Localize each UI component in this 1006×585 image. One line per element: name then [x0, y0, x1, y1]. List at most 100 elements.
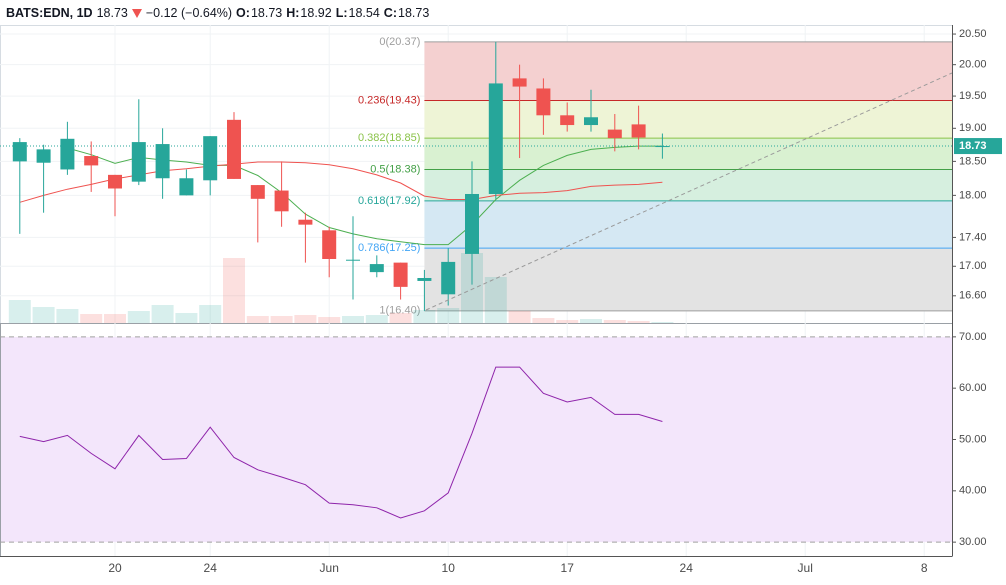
- fib-label: 0.236(19.43): [358, 94, 420, 106]
- candle-body: [12, 142, 27, 162]
- volume-bar: [127, 311, 150, 323]
- volume-bar: [389, 313, 412, 323]
- moving-average: [19, 161, 663, 203]
- y-tick-label: 19.00: [959, 122, 987, 134]
- ohlc-label: L:: [335, 6, 348, 20]
- candle-body: [155, 144, 170, 179]
- candle-body: [488, 83, 503, 194]
- y-tick-label: 18.00: [959, 189, 987, 201]
- y-tick-label: 17.40: [959, 231, 987, 243]
- candle-body: [465, 193, 479, 254]
- candle-body: [369, 264, 384, 273]
- x-tick-label: 10: [442, 561, 456, 575]
- ohlc-label: H:: [286, 6, 300, 20]
- candle-body: [108, 174, 122, 189]
- candle-body: [84, 156, 99, 166]
- fib-zone: [424, 248, 952, 311]
- candle-body: [322, 230, 337, 259]
- fib-zone: [424, 138, 952, 170]
- ohlc-value: 18.92: [300, 6, 332, 20]
- x-tick-label: Jul: [798, 561, 813, 575]
- rsi-line: [19, 366, 663, 519]
- candle-body: [417, 277, 432, 281]
- rsi-band: [1, 336, 952, 543]
- volume-bar: [627, 321, 650, 323]
- x-tick-label: 24: [680, 561, 694, 575]
- volume-bar: [318, 317, 341, 323]
- y-tick-label: 17.00: [959, 260, 987, 272]
- volume-bar: [151, 305, 174, 323]
- last-price: 18.73: [96, 6, 128, 20]
- candle-body: [346, 259, 360, 261]
- y-tick-label: 19.50: [959, 90, 987, 102]
- y-tick-label: 20.50: [959, 28, 987, 40]
- candle-body: [131, 142, 146, 182]
- candle-body: [60, 138, 75, 170]
- volume-bar: [342, 316, 364, 323]
- ohlc-label: C:: [383, 6, 397, 20]
- ohlc-value: 18.73: [250, 6, 283, 20]
- fib-label: 0.786(17.25): [358, 242, 420, 254]
- volume-bar: [365, 315, 388, 323]
- y-tick-label: 30.00: [959, 536, 987, 548]
- ohlc-label: O:: [236, 6, 250, 20]
- candle-body: [203, 136, 218, 181]
- trend-line: [425, 72, 953, 311]
- last-price-box: [954, 138, 1002, 155]
- fib-label: 0.618(17.92): [358, 195, 420, 207]
- volume-bar: [603, 320, 626, 323]
- volume-bar: [484, 277, 507, 323]
- candle-body: [631, 124, 646, 138]
- volume-bar: [223, 258, 245, 323]
- candle-body: [560, 115, 575, 126]
- header: BATS:EDN, 1D 18.73 −0.12 (−0.64%) O: 18.7…: [6, 4, 432, 22]
- volume-bar: [199, 305, 222, 323]
- y-tick-label: 70.00: [959, 331, 987, 343]
- candle-body: [36, 149, 51, 163]
- volume-bar: [580, 319, 602, 323]
- candle-body: [607, 129, 622, 139]
- volume-bar: [413, 310, 436, 323]
- candle-body: [393, 262, 408, 287]
- candle-body: [441, 261, 456, 295]
- volume-bar: [461, 253, 483, 323]
- fib-zone: [424, 41, 952, 101]
- fib-zone: [424, 169, 952, 201]
- volume-bar: [104, 314, 126, 323]
- last-price-label: 18.73: [959, 140, 987, 152]
- candle-body: [227, 119, 241, 179]
- ohlc-value: 18.73: [398, 6, 430, 20]
- x-tick-label: 17: [561, 561, 575, 575]
- candle-body: [536, 88, 551, 116]
- candle-body: [584, 117, 598, 126]
- candle-body: [655, 146, 670, 148]
- y-tick-label: 40.00: [959, 485, 987, 497]
- candle-body: [250, 185, 265, 199]
- candle-body: [274, 190, 289, 212]
- volume-bar: [556, 320, 579, 323]
- volume-bar: [32, 307, 55, 323]
- y-tick-label: 20.00: [959, 59, 987, 71]
- symbol: BATS:EDN, 1D: [6, 6, 93, 20]
- y-tick-label: 16.60: [959, 290, 987, 302]
- y-tick-label: 50.00: [959, 433, 987, 445]
- change: −0.12 (−0.64%): [145, 6, 233, 20]
- volume-bar: [437, 308, 460, 323]
- candle-body: [512, 78, 527, 87]
- volume-bar: [80, 314, 103, 323]
- volume-bar: [56, 309, 79, 323]
- volume-bar: [175, 313, 198, 323]
- fib-label: 0.5(18.38): [370, 163, 420, 175]
- candle-body: [298, 219, 313, 225]
- fib-zone: [424, 100, 952, 139]
- fib-label: 0(20.37): [379, 36, 420, 48]
- x-tick-label: 20: [108, 561, 122, 575]
- ohlc: O: 18.73 H: 18.92 L: 18.54 C: 18.73: [236, 6, 432, 20]
- volume-bar: [8, 300, 31, 323]
- fib-zone: [424, 200, 952, 249]
- ohlc-value: 18.54: [348, 6, 380, 20]
- volume-bar: [294, 315, 317, 323]
- volume-bar: [246, 316, 269, 323]
